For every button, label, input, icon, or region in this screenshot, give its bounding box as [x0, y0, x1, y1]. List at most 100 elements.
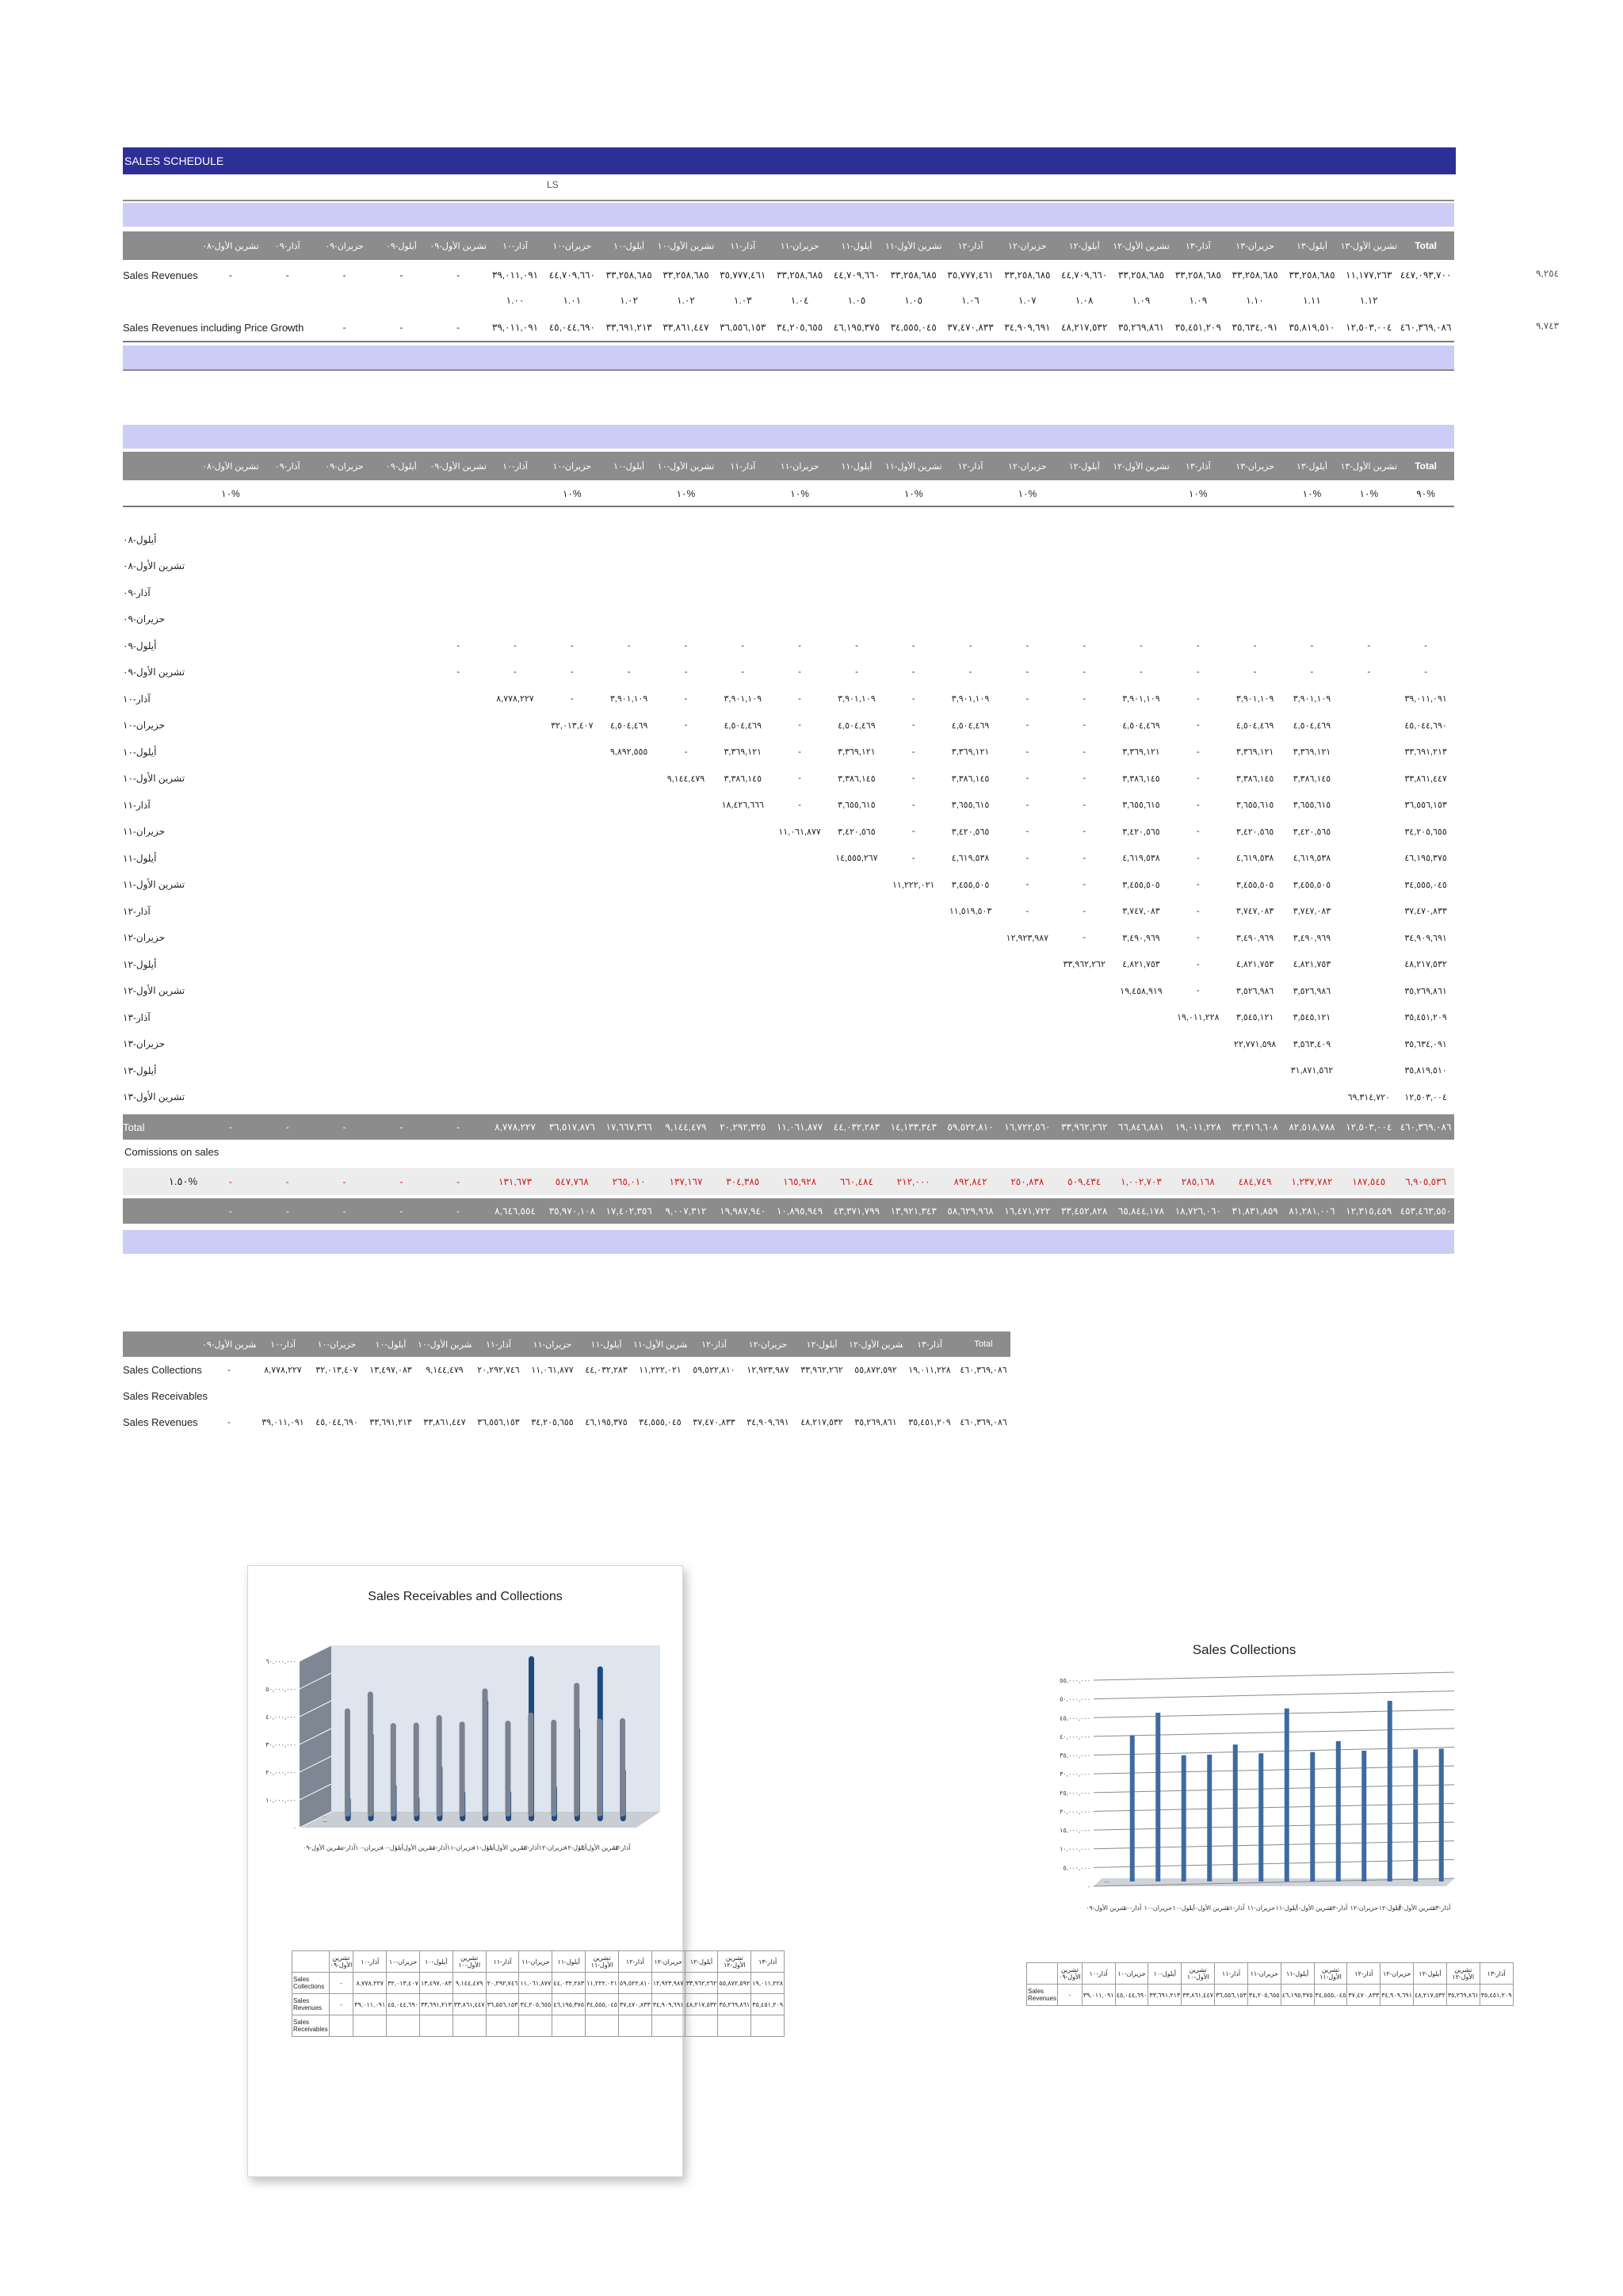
matrix-cell: ٤,٥٠٤,٤٦٩ — [838, 720, 876, 731]
series-value-cell: ٣٧,٤٧٠,٨٣٣ — [1346, 1984, 1381, 2006]
total-row-cell: - — [285, 1121, 289, 1133]
matrix-row: أيلول-١٠ ٩,٨٩٢,٥٥٥ - ٣,٣٦٩,١٢١ - ٣,٣٦٩,١٢١ - ٣,… — [123, 739, 1454, 766]
net-cell: ١٧,٤٠٢,٣٥٦ — [605, 1205, 652, 1217]
chart2-x-label: حزيران-١٢ — [1350, 1904, 1378, 1912]
matrix-cell: - — [684, 747, 688, 757]
series-value-cell: ٣٩,٠١١,٠٩١ — [353, 1993, 388, 2015]
chart1-bar — [344, 1708, 350, 1817]
matrix-row-label: حزيران-١٠ — [123, 720, 166, 732]
growth-factor-row: ١.٠٠ ١.٠١ ١.٠٢ ١.٠٢ ١.٠٣ ١.٠٤ ١.٠٥ ١.٠٥ ١.٠٦ ١.٠٧… — [123, 288, 1454, 312]
series-value-cell: ٣٦,٥٥٦,١٥٣ — [1214, 1984, 1248, 2006]
chart1-bar — [528, 1712, 534, 1817]
month-header: حزيران-١٠ — [552, 241, 592, 251]
matrix-cell: - — [911, 667, 915, 678]
matrix-cell: ٣,٤٢٠,٥٦٥ — [1293, 827, 1331, 837]
net-cell: ٣٥,٩٧٠,١٠٨ — [548, 1205, 595, 1217]
matrix-cell: - — [968, 667, 972, 678]
month-header: أيلول-١٠ — [613, 461, 645, 472]
summary-cell: ٤٥,٠٤٤,٦٩٠ — [315, 1418, 358, 1427]
net-cell: ٩,٠٠٧,٣١٢ — [665, 1205, 707, 1217]
category-cell: حزيران-١١ — [518, 1950, 553, 1973]
value-cell: ٣٣,٢٥٨,٦٨٥ — [605, 269, 652, 281]
series-name-cell: Sales Revenues — [292, 1993, 330, 2015]
summary-cell: - — [227, 1417, 231, 1427]
month-header: حزيران-٠٩ — [325, 241, 364, 251]
series-value-cell: ٣٤,٩٠٩,٦٩١ — [1380, 1984, 1415, 2006]
chart1-data-table: تشرين الأول-٠٩ آذار-١٠ حزيران-١٠ أيلول-١٠ تش… — [292, 1950, 785, 2037]
commission-cell: ٢٨٥,١٦٨ — [1181, 1176, 1215, 1187]
month-header: آذار-١١ — [730, 461, 756, 472]
matrix-cell: - — [684, 667, 688, 678]
matrix-cell: - — [1140, 667, 1143, 678]
chart1-x-label: آذار-١١ — [429, 1843, 448, 1851]
percent-cell: ١٠% — [1302, 488, 1322, 499]
month-header: آذار-٠٩ — [274, 461, 300, 472]
matrix-cell: - — [1083, 774, 1086, 784]
summary-header: آذار-١٣ — [917, 1339, 942, 1350]
matrix-row-total: ٣٤,٩٠٩,٦٩١ — [1404, 933, 1447, 943]
matrix-cell: - — [1196, 720, 1200, 731]
matrix-cell: ٣,٧٤٧,٠٨٣ — [1122, 907, 1160, 917]
value-cell: ٣٣,٢٥٨,٦٨٥ — [1232, 269, 1278, 281]
summary-cell: ٣٥,٢٦٩,٨٦١ — [854, 1418, 897, 1427]
month-header: تشرين الأول-١٢ — [1113, 461, 1170, 472]
value-cell: ٣٧,٤٧٠,٨٣٣ — [947, 322, 994, 333]
percent-cell: ١٠% — [221, 488, 240, 499]
value-cell: ٣٤,٩٠٩,٦٩١ — [1004, 322, 1051, 333]
summary-cell: ٣٥,٤٥١,٢٠٩ — [908, 1418, 951, 1427]
matrix-cell: - — [1196, 747, 1200, 757]
net-cell: ٦٥,٨٤٤,١٧٨ — [1117, 1205, 1165, 1217]
series-value-cell: ٣٥,٢٦٩,٨٦١ — [717, 1993, 752, 2015]
chart-table-row: Sales Revenues -٣٩,٠١١,٠٩١ ٤٥,٠٤٤,٦٩٠ ٣٣,٦٩… — [292, 1993, 785, 2015]
matrix-cell: - — [1196, 853, 1200, 863]
matrix-cell: ٤,٦١٩,٥٣٨ — [1235, 854, 1274, 864]
matrix-row-total: ٣٣,٨٦١,٤٤٧ — [1404, 774, 1447, 784]
matrix-cell: ٣,٦٥٥,٦١٥ — [1235, 800, 1274, 811]
matrix-row-total: ٤٥,٠٤٤,٦٩٠ — [1404, 720, 1447, 731]
growth-cell: ١.٠٠ — [506, 295, 525, 306]
matrix-row-total: ٣٧,٤٧٠,٨٣٣ — [1404, 907, 1447, 917]
matrix-cell: - — [1025, 906, 1029, 916]
chart1-x-label: تشرين الأول-١٢ — [578, 1843, 619, 1851]
matrix-cell: - — [1196, 640, 1200, 651]
value-cell: ٣٦,٥٥٦,١٥٣ — [720, 322, 766, 333]
series-value-cell: ٣٣,٦٩١,٢١٣ — [418, 1993, 453, 2015]
series-value-cell: ٤٨,٢١٧,٥٣٢ — [1413, 1984, 1447, 2006]
month-header: تشرين الأول-٠٨ — [202, 461, 259, 472]
summary-cell: ٣٤,٥٥٥,٠٤٥ — [639, 1418, 682, 1427]
series-value-cell: ١٩,٠١١,٢٢٨ — [750, 1972, 785, 1994]
category-cell: حزيران-١٠ — [1114, 1962, 1149, 1985]
summary-header: حزيران-١١ — [533, 1339, 572, 1350]
chart1-x-label: تشرين الأول-٠٩ — [303, 1843, 344, 1851]
chart2-gridline — [1093, 1840, 1455, 1850]
month-header: حزيران-١١ — [780, 461, 819, 472]
matrix-cell: - — [1196, 827, 1200, 837]
value-cell: ٣٣,٢٥٨,٦٨٥ — [776, 269, 823, 281]
value-cell: ٣٣,٢٥٨,٦٨٥ — [1289, 269, 1335, 281]
commission-rate: ١.٥٠% — [168, 1175, 197, 1187]
chart1-bar — [482, 1688, 488, 1817]
chart2-gridline — [1093, 1690, 1455, 1700]
commission-cell: ١٣٧,١٦٧ — [669, 1176, 703, 1187]
summary-cell: ٥٥,٨٧٢,٥٩٢ — [854, 1366, 897, 1375]
category-cell: حزيران-١٢ — [1380, 1962, 1415, 1985]
commission-cell: - — [228, 1176, 232, 1187]
section2-header-row: تشرين الأول-٠٨ آذار-٠٩ حزيران-٠٩ أيلول-٠٩ تش… — [123, 452, 1454, 480]
matrix-row-label: أيلول-١١ — [123, 852, 157, 864]
matrix-cell: - — [798, 774, 801, 784]
chart1-x-label: آذار-١٠ — [337, 1843, 356, 1851]
commission-cell: ١٦٥,٩٢٨ — [783, 1176, 817, 1187]
net-cell: ١٣,٩٢١,٣٤٣ — [890, 1205, 937, 1217]
summary-cell: ٣٣,٨٦١,٤٤٧ — [423, 1418, 466, 1427]
matrix-cell: ٣,٤٢٠,٥٦٥ — [838, 827, 876, 837]
total-row-cell: ٨,٧٧٨,٢٢٧ — [495, 1121, 536, 1133]
matrix-cell: - — [1196, 667, 1200, 678]
category-cell: تشرين الأول-١٢ — [717, 1950, 752, 1973]
series-value-cell: ٣٣,٨٦١,٤٤٧ — [452, 1993, 487, 2015]
summary-cell: ١١,٠٦١,٨٧٧ — [531, 1366, 574, 1375]
matrix-row: أيلول-٠٨ — [123, 526, 1454, 553]
matrix-row-label: تشرين الأول-٠٩ — [123, 667, 185, 678]
matrix-cell: - — [1196, 880, 1200, 890]
total-row-cell: ٦٦,٨٤٦,٨٨١ — [1117, 1121, 1165, 1133]
value-cell: ٣٤,٢٠٥,٦٥٥ — [776, 322, 823, 333]
